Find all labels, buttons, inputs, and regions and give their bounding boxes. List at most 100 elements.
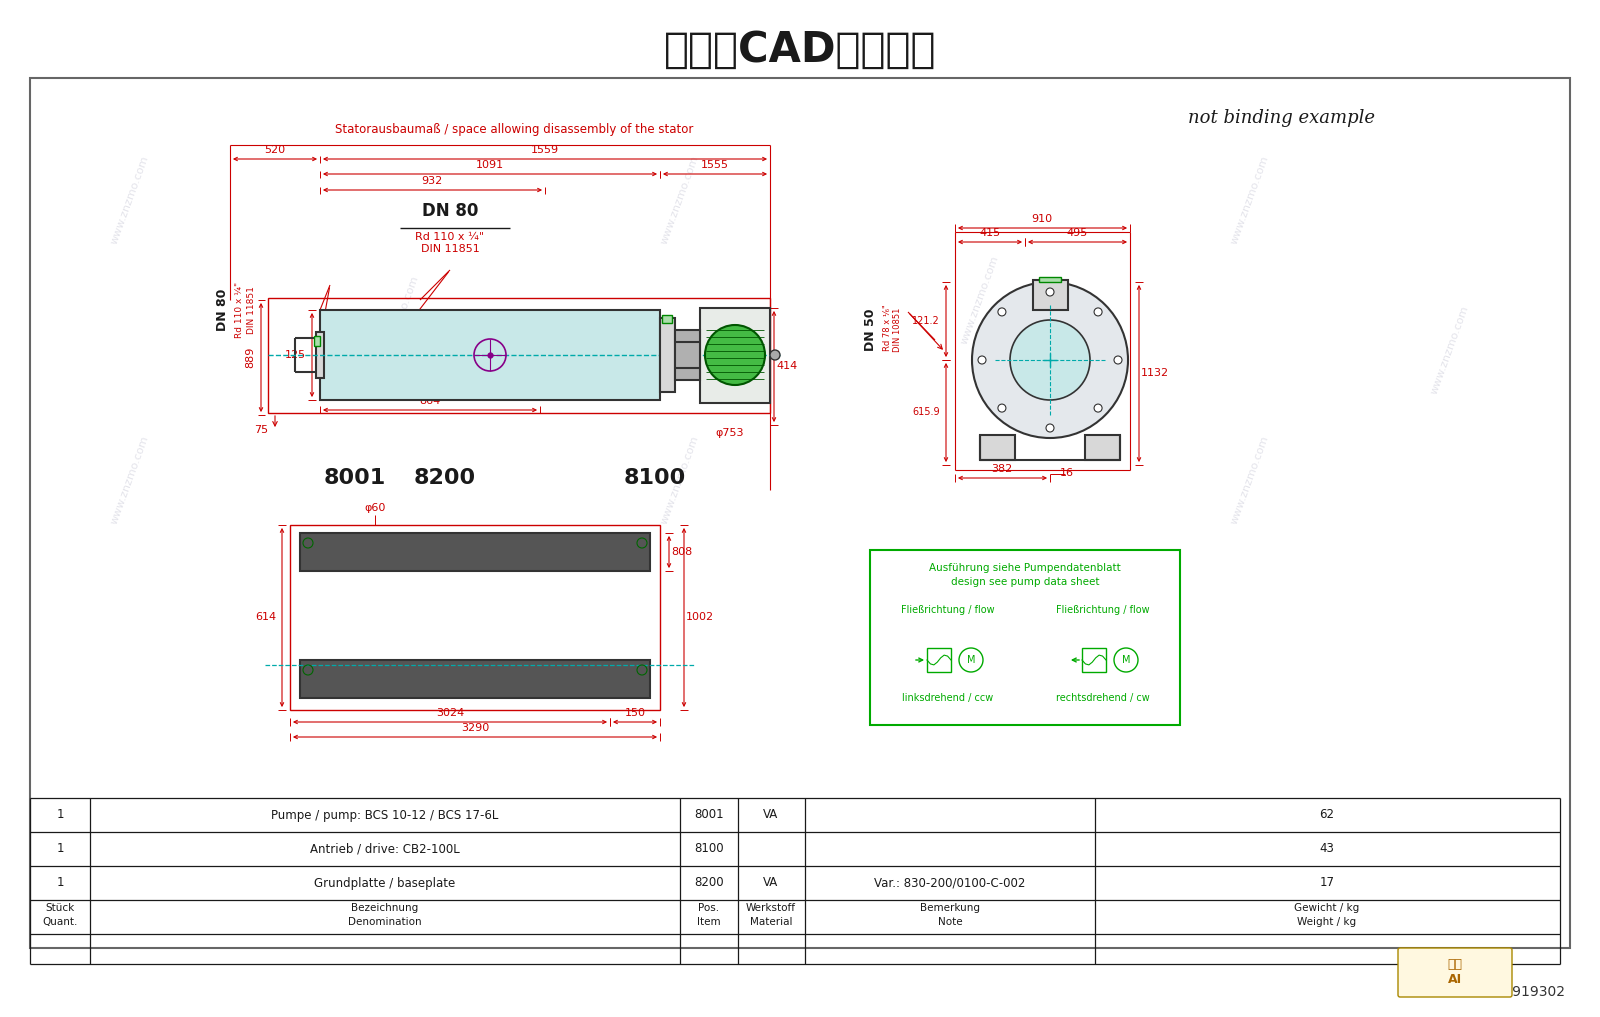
Text: DN 80: DN 80 [216,289,229,332]
Circle shape [1046,424,1054,432]
Text: Antrieb / drive: CB2-100L: Antrieb / drive: CB2-100L [310,842,459,855]
Text: 8100: 8100 [694,842,723,855]
Text: 808: 808 [670,547,693,557]
Text: 1: 1 [56,809,64,822]
Bar [301,660,650,698]
Text: 62: 62 [1320,809,1334,822]
Text: M: M [966,655,976,665]
Text: 150: 150 [624,708,645,718]
Text: 614: 614 [254,612,277,622]
FancyBboxPatch shape [1398,948,1512,997]
Text: design see pump data sheet: design see pump data sheet [950,577,1099,587]
Bar [1085,435,1120,460]
Text: Pos.
Item: Pos. Item [698,903,722,926]
Bar [661,318,675,392]
Text: 520: 520 [264,145,285,155]
Text: 8200: 8200 [694,877,723,890]
Circle shape [978,356,986,364]
Circle shape [998,308,1006,316]
Circle shape [770,350,781,360]
Bar [662,315,672,323]
Text: 17: 17 [1320,877,1334,890]
Text: 1132: 1132 [1141,368,1170,378]
Text: DN 50: DN 50 [864,309,877,351]
Text: 8001: 8001 [323,468,386,488]
Bar [1034,280,1069,310]
Bar [870,550,1181,725]
Text: www.znzmo.com: www.znzmo.com [1229,155,1270,246]
Text: 864: 864 [419,396,440,406]
Text: 8100: 8100 [624,468,686,488]
Text: 414: 414 [776,361,797,371]
Text: 3024: 3024 [435,708,464,718]
Text: rechtsdrehend / cw: rechtsdrehend / cw [1056,693,1149,703]
Text: Werkstoff
Material: Werkstoff Material [746,903,797,926]
Text: not binding example: not binding example [1187,109,1374,127]
Text: φ753: φ753 [715,428,744,438]
Text: 910: 910 [1032,214,1053,224]
Text: 大牛
AI: 大牛 AI [1448,958,1462,986]
Circle shape [1046,288,1054,296]
Bar [320,310,661,400]
Text: 889: 889 [245,347,254,368]
Bar [269,298,770,413]
Text: Pumpe / pump: BCS 10-12 / BCS 17-6L: Pumpe / pump: BCS 10-12 / BCS 17-6L [272,809,499,822]
Text: 43: 43 [1320,842,1334,855]
Text: www.znzmo.com: www.znzmo.com [659,434,701,526]
Text: Rd 110 x ¼": Rd 110 x ¼" [235,282,245,338]
Bar [30,78,1570,948]
Text: DIN 11851: DIN 11851 [421,244,480,254]
Text: DIN 10851: DIN 10851 [893,308,901,352]
Text: Var.: 830-200/0100-C-002: Var.: 830-200/0100-C-002 [874,877,1026,890]
Circle shape [1094,404,1102,412]
Circle shape [998,404,1006,412]
Text: www.znzmo.com: www.znzmo.com [1429,304,1470,396]
Text: ID: 1159919302: ID: 1159919302 [1453,985,1565,999]
Text: φ60: φ60 [365,503,386,513]
Bar [317,332,323,378]
Text: 螺杆泵CAD机械图纸: 螺杆泵CAD机械图纸 [664,29,936,71]
Text: www.znzmo.com: www.znzmo.com [960,254,1000,346]
Bar [314,336,320,346]
Text: 1559: 1559 [531,145,558,155]
Text: www.znzmo.com: www.znzmo.com [379,275,421,366]
Text: 75: 75 [254,425,269,435]
Text: 121.2: 121.2 [912,316,941,326]
Text: www.znzmo.com: www.znzmo.com [109,434,150,526]
Text: 30.7: 30.7 [323,375,344,385]
Text: Grundplatte / baseplate: Grundplatte / baseplate [314,877,456,890]
Text: 615.9: 615.9 [912,407,941,417]
Bar [1082,648,1106,672]
Bar [926,648,950,672]
Circle shape [706,325,765,385]
Text: 932: 932 [421,176,443,186]
Text: linksdrehend / ccw: linksdrehend / ccw [902,693,994,703]
Text: 1: 1 [56,877,64,890]
Text: 8200: 8200 [414,468,477,488]
Bar [290,525,661,710]
Text: Stück
Quant.: Stück Quant. [42,903,78,926]
Text: 495: 495 [1066,228,1088,238]
Bar [1038,277,1061,282]
Text: Fließrichtung / flow: Fließrichtung / flow [901,605,994,615]
Text: 415: 415 [979,228,1000,238]
Circle shape [1010,320,1090,400]
Circle shape [973,282,1128,438]
Text: Fließrichtung / flow: Fließrichtung / flow [1056,605,1149,615]
Bar [675,330,701,380]
Bar [301,533,650,571]
Text: Rd 110 x ¼": Rd 110 x ¼" [416,232,485,242]
Text: M: M [1122,655,1130,665]
Text: 3290: 3290 [461,723,490,733]
Text: Bezeichnung
Denomination: Bezeichnung Denomination [349,903,422,926]
Text: 382: 382 [992,464,1013,474]
Circle shape [1094,308,1102,316]
Text: DIN 11851: DIN 11851 [248,286,256,334]
Text: 125: 125 [285,350,306,360]
Text: Rd 78 x ¹⁄₆": Rd 78 x ¹⁄₆" [883,305,891,352]
Text: 8001: 8001 [694,809,723,822]
Text: Gewicht / kg
Weight / kg: Gewicht / kg Weight / kg [1294,903,1360,926]
Circle shape [1114,356,1122,364]
Text: www.znzmo.com: www.znzmo.com [659,155,701,246]
Text: Bemerkung
Note: Bemerkung Note [920,903,979,926]
